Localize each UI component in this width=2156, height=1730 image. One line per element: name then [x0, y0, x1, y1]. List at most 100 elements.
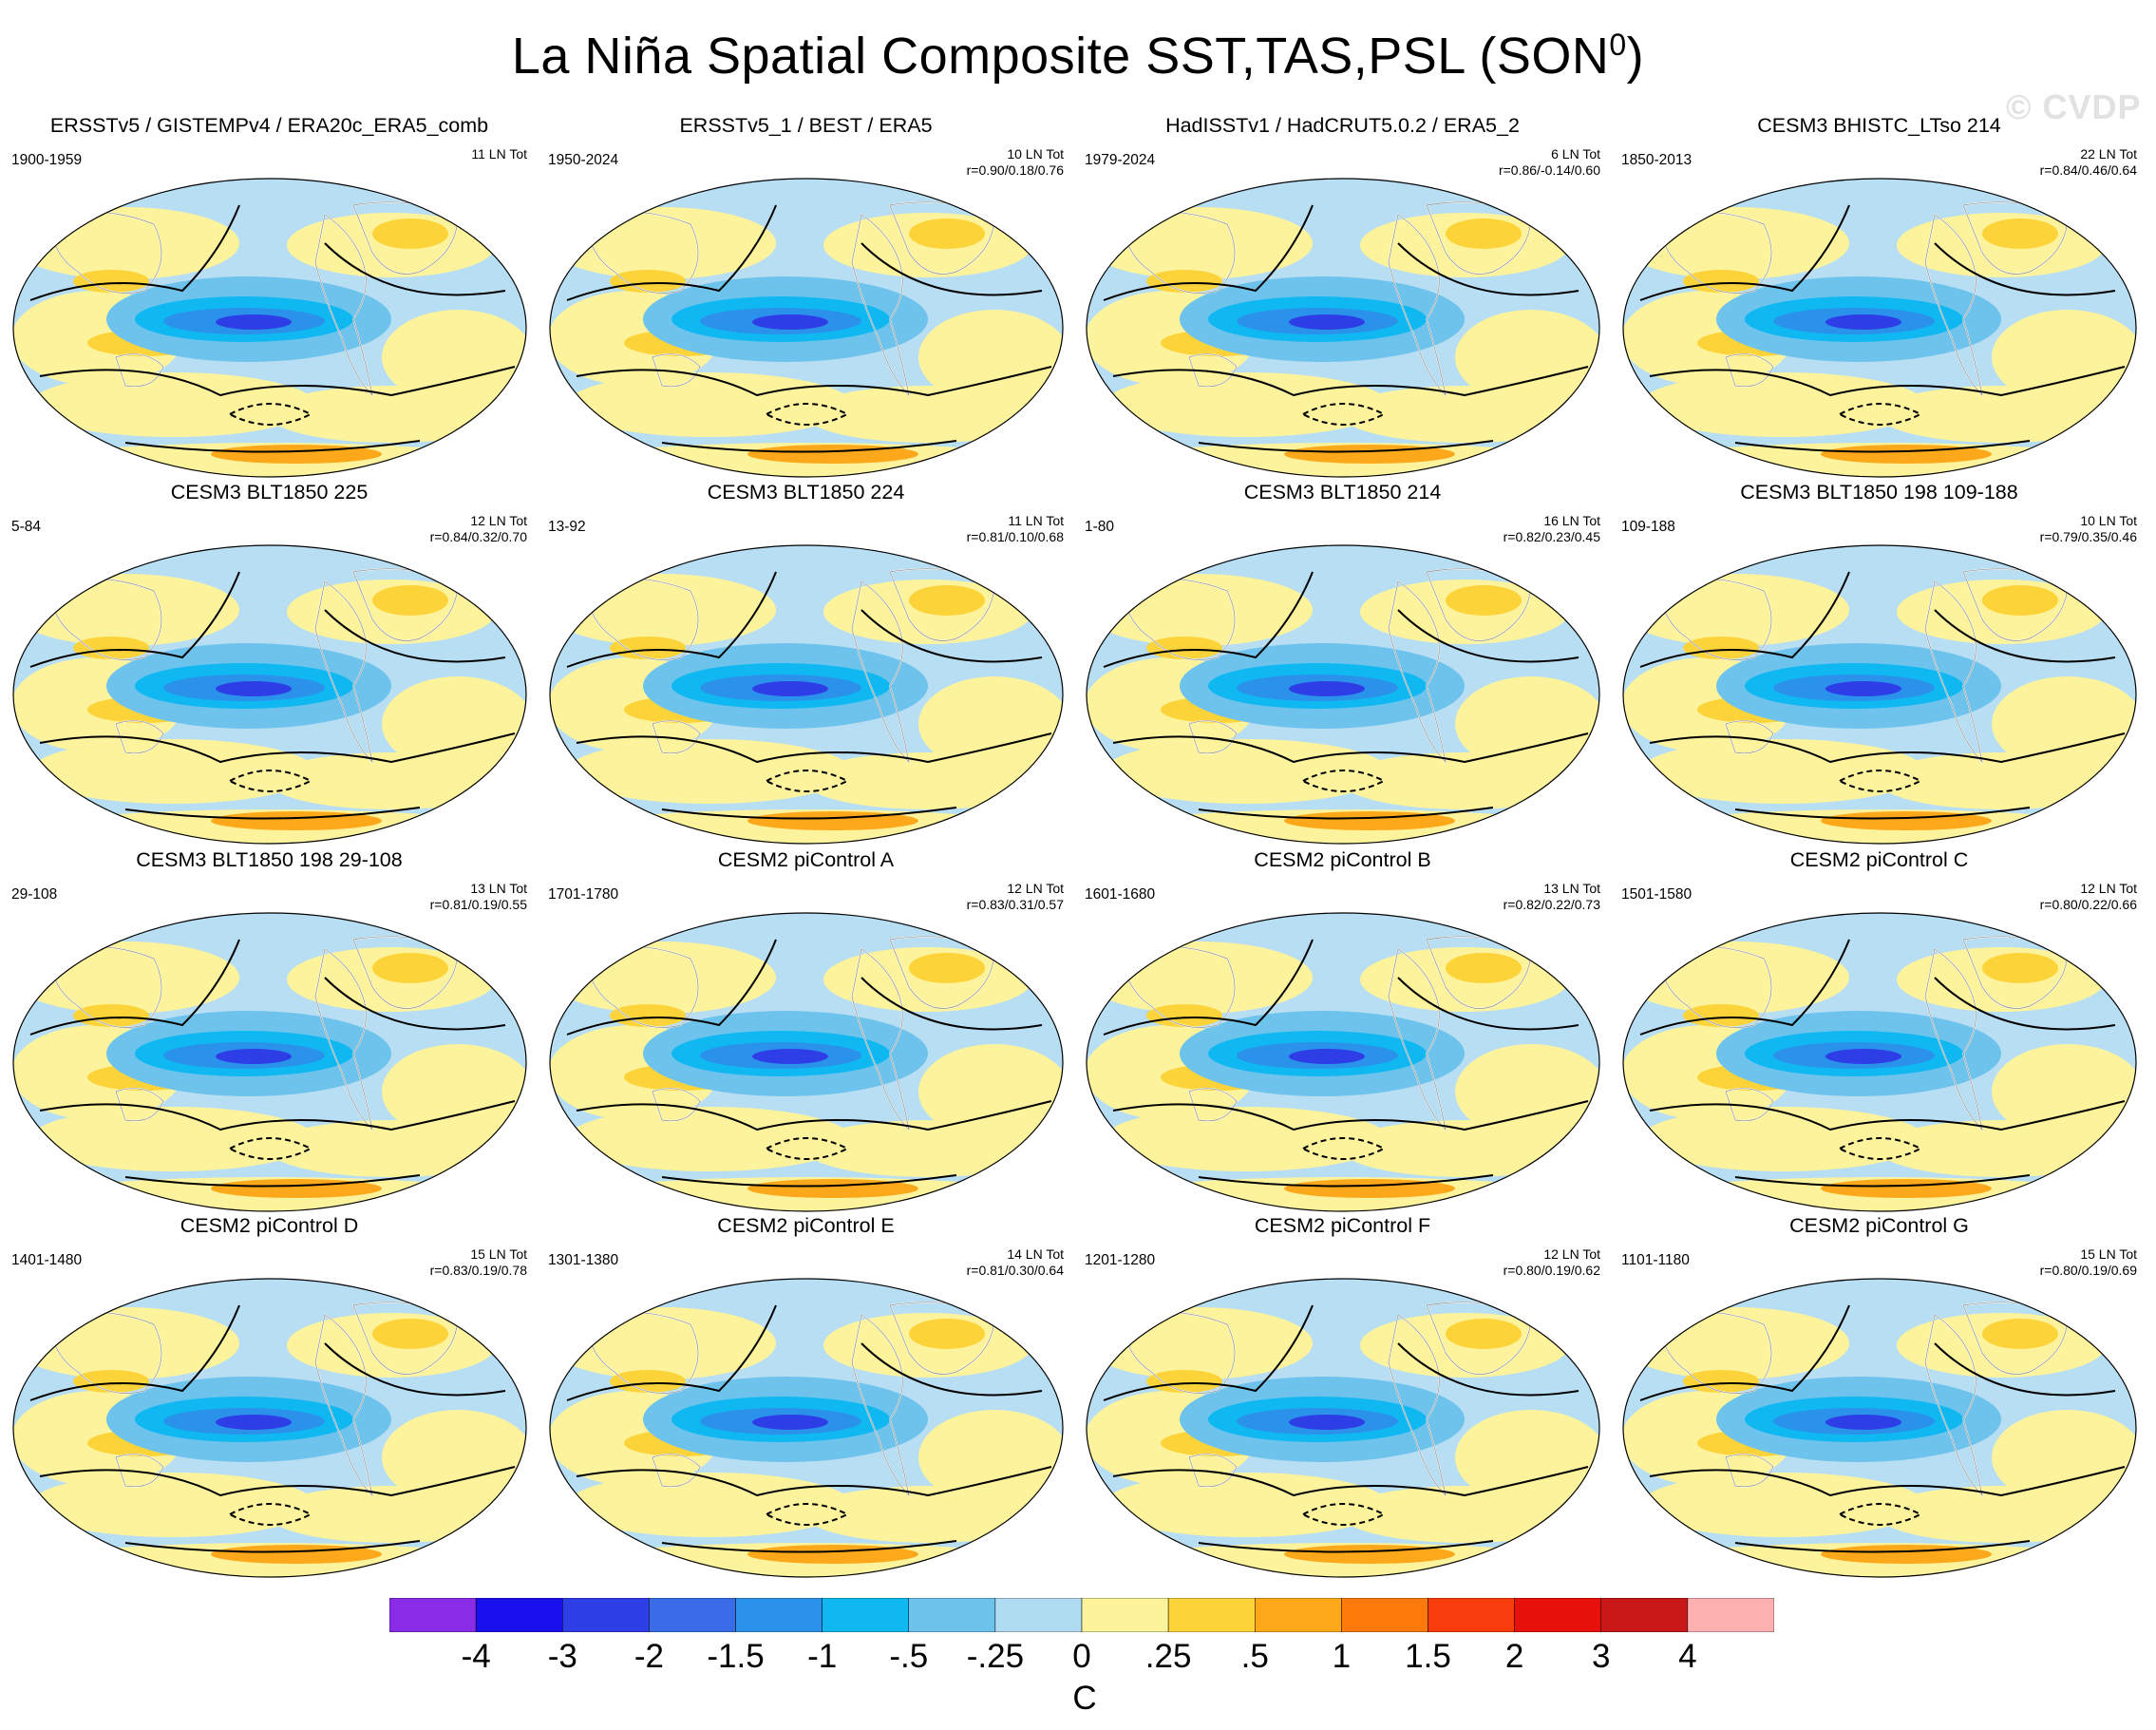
continent-outline [1426, 936, 1532, 1009]
positive-contour [566, 204, 777, 301]
positive-contour [1734, 1540, 2031, 1553]
panel-title: HadISSTv1 / HadCRUT5.0.2 / ERA5_2 [1165, 114, 1520, 137]
continent-outline [48, 578, 162, 660]
warm-anomaly-region [13, 574, 239, 646]
positive-contour [29, 571, 240, 668]
panel-count: 11 LN Tot [471, 146, 527, 162]
positive-contour [39, 732, 516, 764]
map-panel: CESM2 piControl F 1201-1280 12 LN Tot r=0.8… [1073, 1214, 1612, 1585]
panel-title: ERSSTv5 / GISTEMPv4 / ERA20c_ERA5_comb [49, 114, 489, 137]
map-border [1086, 1278, 1600, 1578]
continent-outline [1426, 568, 1532, 641]
positive-contour [1103, 571, 1314, 668]
warm-anomaly-region [372, 1319, 448, 1349]
panel-period: 1101-1180 [1621, 1252, 1690, 1268]
positive-contour [1649, 732, 2126, 764]
panel-count: 14 LN Tot [1007, 1246, 1064, 1262]
map-border [549, 1278, 1064, 1578]
positive-contour [576, 1100, 1052, 1131]
continent-outline [1122, 211, 1236, 294]
warm-anomaly-region [1623, 941, 1849, 1014]
continent-outline [1122, 578, 1236, 660]
continent-outline [1188, 1088, 1238, 1122]
positive-contour [1198, 440, 1494, 453]
map-border [12, 544, 527, 845]
colorbar-swatch [1081, 1598, 1169, 1632]
negative-contour [227, 1137, 313, 1160]
continent-outline [1388, 214, 1447, 397]
positive-contour [661, 807, 957, 820]
positive-contour [39, 1100, 516, 1131]
warm-anomaly-region [268, 752, 515, 809]
warm-anomaly-region [1640, 372, 1925, 437]
warm-anomaly-region [804, 752, 1051, 809]
warm-anomaly-region [73, 637, 149, 659]
warm-anomaly-region [1146, 637, 1222, 659]
continent-outline [1725, 1088, 1774, 1122]
continent-outline [585, 211, 699, 294]
colorbar-swatch [994, 1598, 1083, 1632]
warm-anomaly-region [30, 739, 315, 804]
map-panel: CESM2 piControl B 1601-1680 13 LN Tot r=0.8… [1073, 848, 1612, 1219]
continent-outline [889, 568, 995, 641]
map-border [1086, 544, 1600, 845]
cold-anomaly-region [1289, 1415, 1365, 1430]
warm-anomaly-region [550, 941, 776, 1014]
panel-period: 1850-2013 [1621, 152, 1693, 168]
cold-anomaly-region [216, 1415, 292, 1430]
colorbar-tick-label: 1 [1332, 1638, 1352, 1675]
warm-anomaly-region [909, 1319, 985, 1349]
warm-anomaly-region [73, 270, 149, 293]
colorbar-swatch [735, 1598, 823, 1632]
negative-contour [764, 1503, 850, 1526]
panel-stats: r=0.86/-0.14/0.60 [1498, 162, 1600, 178]
negative-contour [227, 1503, 313, 1526]
positive-contour [124, 1540, 421, 1553]
colorbar-tick-label: -.25 [966, 1638, 1025, 1675]
colorbar-tick-label: 1.5 [1405, 1638, 1451, 1675]
warm-anomaly-region [1104, 372, 1389, 437]
colorbar-swatch [822, 1598, 909, 1632]
warm-anomaly-region [918, 1410, 1063, 1505]
cold-anomaly-region [752, 1415, 828, 1430]
continent-outline [1962, 568, 2069, 641]
cold-anomaly-region [216, 681, 292, 696]
colorbar-unit: C [1072, 1680, 1097, 1717]
positive-contour [1397, 1342, 1579, 1397]
map-border [1622, 912, 2137, 1212]
continent-outline [1388, 948, 1447, 1131]
positive-contour [124, 1174, 421, 1188]
panel-title: CESM2 piControl F [1254, 1214, 1431, 1237]
positive-contour [1649, 366, 2126, 397]
positive-contour [1639, 939, 1850, 1036]
continent-outline [1426, 201, 1532, 275]
positive-contour [1112, 732, 1589, 764]
warm-anomaly-region [382, 1044, 526, 1139]
map-panel: CESM3 BHISTC_LTso 214 1850-2013 22 LN Tot r… [1610, 114, 2148, 485]
map-panel: CESM2 piControl G 1101-1180 15 LN Tot r=0.8… [1610, 1214, 2148, 1585]
positive-contour [566, 1304, 777, 1401]
positive-contour [1198, 807, 1494, 820]
warm-anomaly-region [382, 310, 526, 405]
continent-outline [652, 720, 701, 754]
panel-title: CESM3 BLT1850 198 29-108 [136, 848, 403, 871]
panel-stats: r=0.84/0.32/0.70 [429, 529, 527, 544]
panel-stats: r=0.80/0.22/0.66 [2039, 897, 2137, 912]
panel-stats: r=0.83/0.31/0.57 [966, 897, 1064, 912]
positive-contour [1734, 1174, 2031, 1188]
warm-anomaly-region [13, 1307, 239, 1379]
panel-count: 12 LN Tot [1007, 881, 1064, 896]
cold-anomaly-region [1289, 1049, 1365, 1064]
positive-contour [1639, 204, 1850, 301]
warm-anomaly-region [1341, 1486, 1588, 1543]
positive-contour [124, 440, 421, 453]
warm-anomaly-region [1640, 1473, 1925, 1537]
positive-contour [566, 571, 777, 668]
warm-anomaly-region [550, 207, 776, 279]
warm-anomaly-region [1878, 752, 2125, 809]
panel-period: 1601-1680 [1085, 886, 1156, 903]
continent-outline [48, 211, 162, 294]
panel-count: 16 LN Tot [1543, 513, 1600, 528]
continent-outline [1658, 945, 1772, 1028]
warm-anomaly-region [1446, 219, 1522, 249]
